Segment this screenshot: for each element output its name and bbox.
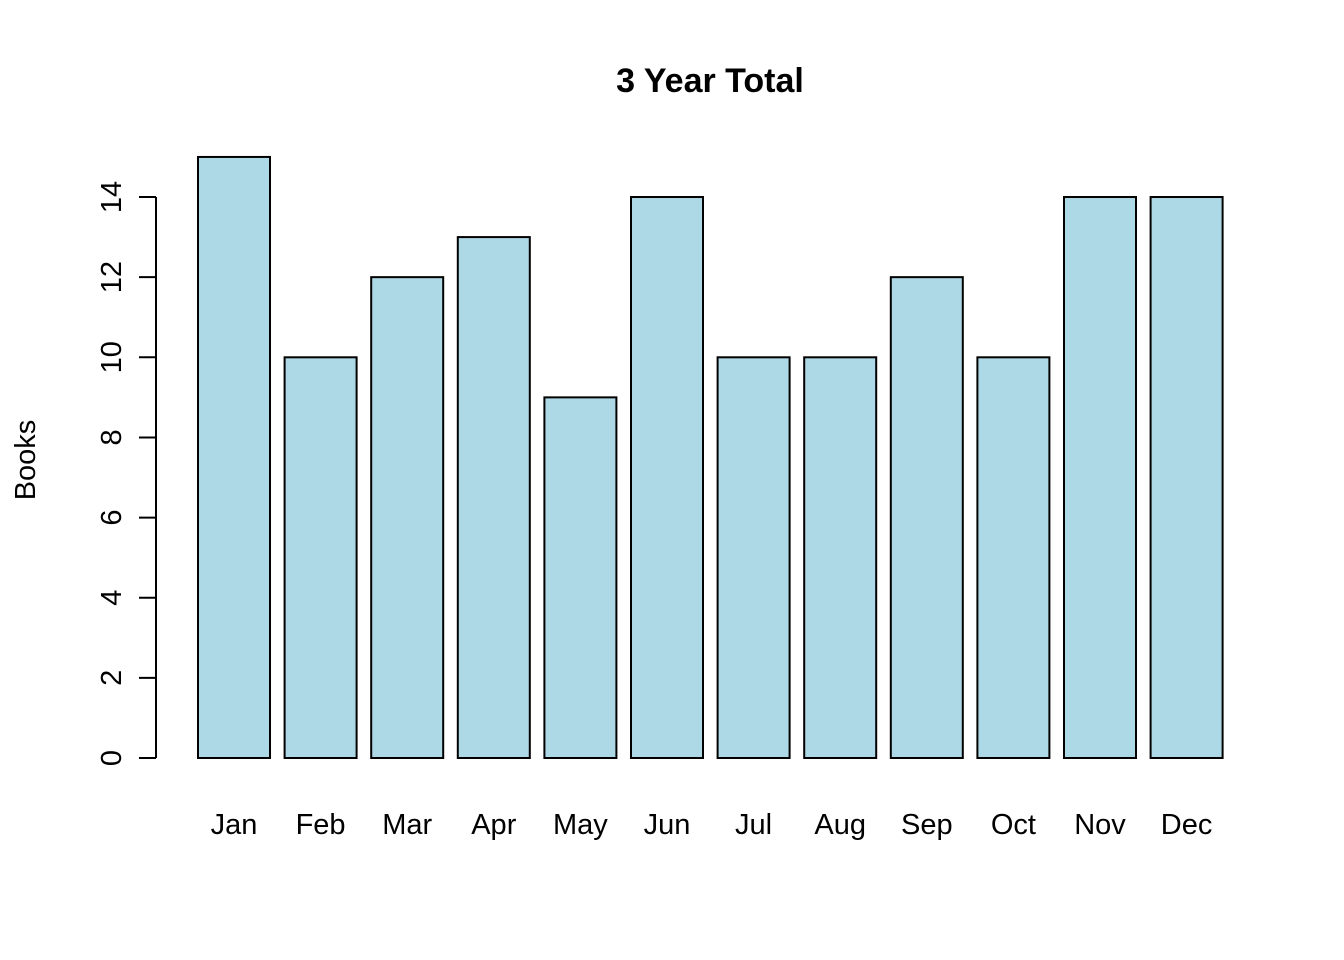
y-tick-label: 14: [96, 181, 128, 213]
bar-oct: [976, 356, 1051, 759]
bar-may: [543, 396, 618, 759]
bar-nov: [1063, 196, 1137, 759]
x-tick-label-feb: Feb: [296, 809, 346, 841]
x-tick-label-jul: Jul: [735, 809, 772, 841]
bar-dec: [1149, 196, 1224, 759]
bar-aug: [803, 356, 878, 759]
x-tick-label-aug: Aug: [814, 809, 866, 841]
y-tick-label: 4: [96, 590, 128, 606]
bar-jun: [630, 196, 704, 759]
y-tick-label: 12: [96, 261, 128, 293]
chart-title: 3 Year Total: [616, 62, 804, 100]
x-tick-label-jun: Jun: [644, 809, 691, 841]
y-tick-label: 2: [96, 670, 128, 686]
bars-group: [197, 155, 1224, 759]
bar-sep: [889, 276, 964, 759]
bar-jan: [197, 155, 271, 759]
x-tick-label-sep: Sep: [901, 809, 953, 841]
x-tick-labels: Jan Feb Mar Apr May Jun Jul Aug Sep Oct Nov Dec: [211, 809, 1213, 841]
y-tick-label: 10: [96, 341, 128, 373]
x-tick-label-nov: Nov: [1074, 809, 1126, 841]
x-tick-label-apr: Apr: [471, 809, 516, 841]
y-tick-label: 6: [96, 510, 128, 526]
x-tick-label-may: May: [553, 809, 608, 841]
bar-jul: [716, 356, 791, 759]
y-axis: 0 2 4 6 8 10 12 14: [96, 181, 157, 766]
x-tick-label-mar: Mar: [382, 809, 432, 841]
bar-mar: [370, 276, 445, 759]
bar-feb: [283, 356, 358, 759]
x-tick-label-jan: Jan: [211, 809, 258, 841]
x-tick-label-oct: Oct: [991, 809, 1036, 841]
bar-apr: [456, 236, 531, 759]
y-axis-label: Books: [10, 420, 42, 501]
y-tick-label: 0: [96, 750, 128, 766]
x-tick-label-dec: Dec: [1161, 809, 1213, 841]
y-tick-label: 8: [96, 429, 128, 445]
